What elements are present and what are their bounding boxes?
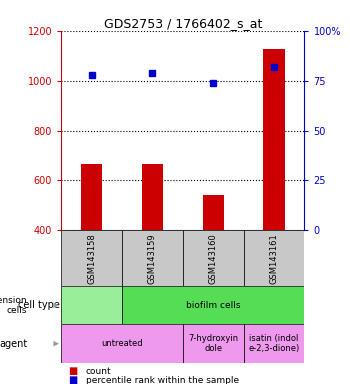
Bar [142,164,163,230]
Title: GDS2753 / 1766402_s_at: GDS2753 / 1766402_s_at [104,17,262,30]
Text: ■: ■ [68,375,77,384]
Bar [183,324,244,363]
Bar [183,230,244,286]
Text: GSM143161: GSM143161 [270,233,279,284]
Text: GSM143159: GSM143159 [148,233,157,283]
Bar [81,164,102,230]
Text: cell type: cell type [18,300,60,310]
Text: agent: agent [0,339,27,349]
Bar [61,286,122,324]
Text: percentile rank within the sample: percentile rank within the sample [86,376,239,384]
Bar [264,50,285,230]
Bar [244,324,304,363]
Text: untreated: untreated [101,339,143,348]
Bar [122,286,304,324]
Bar [122,230,183,286]
Text: isatin (indol
e-2,3-dione): isatin (indol e-2,3-dione) [248,334,300,353]
Text: biofilm cells: biofilm cells [186,301,240,310]
Bar [61,230,122,286]
Text: GSM143158: GSM143158 [87,233,96,284]
Bar [203,195,224,230]
Text: suspension
cells: suspension cells [0,296,27,315]
Text: GSM143160: GSM143160 [209,233,218,284]
Text: 7-hydroxyin
dole: 7-hydroxyin dole [188,334,238,353]
Bar [61,324,183,363]
Text: ■: ■ [68,366,77,376]
Text: count: count [86,367,111,376]
Bar [244,230,304,286]
